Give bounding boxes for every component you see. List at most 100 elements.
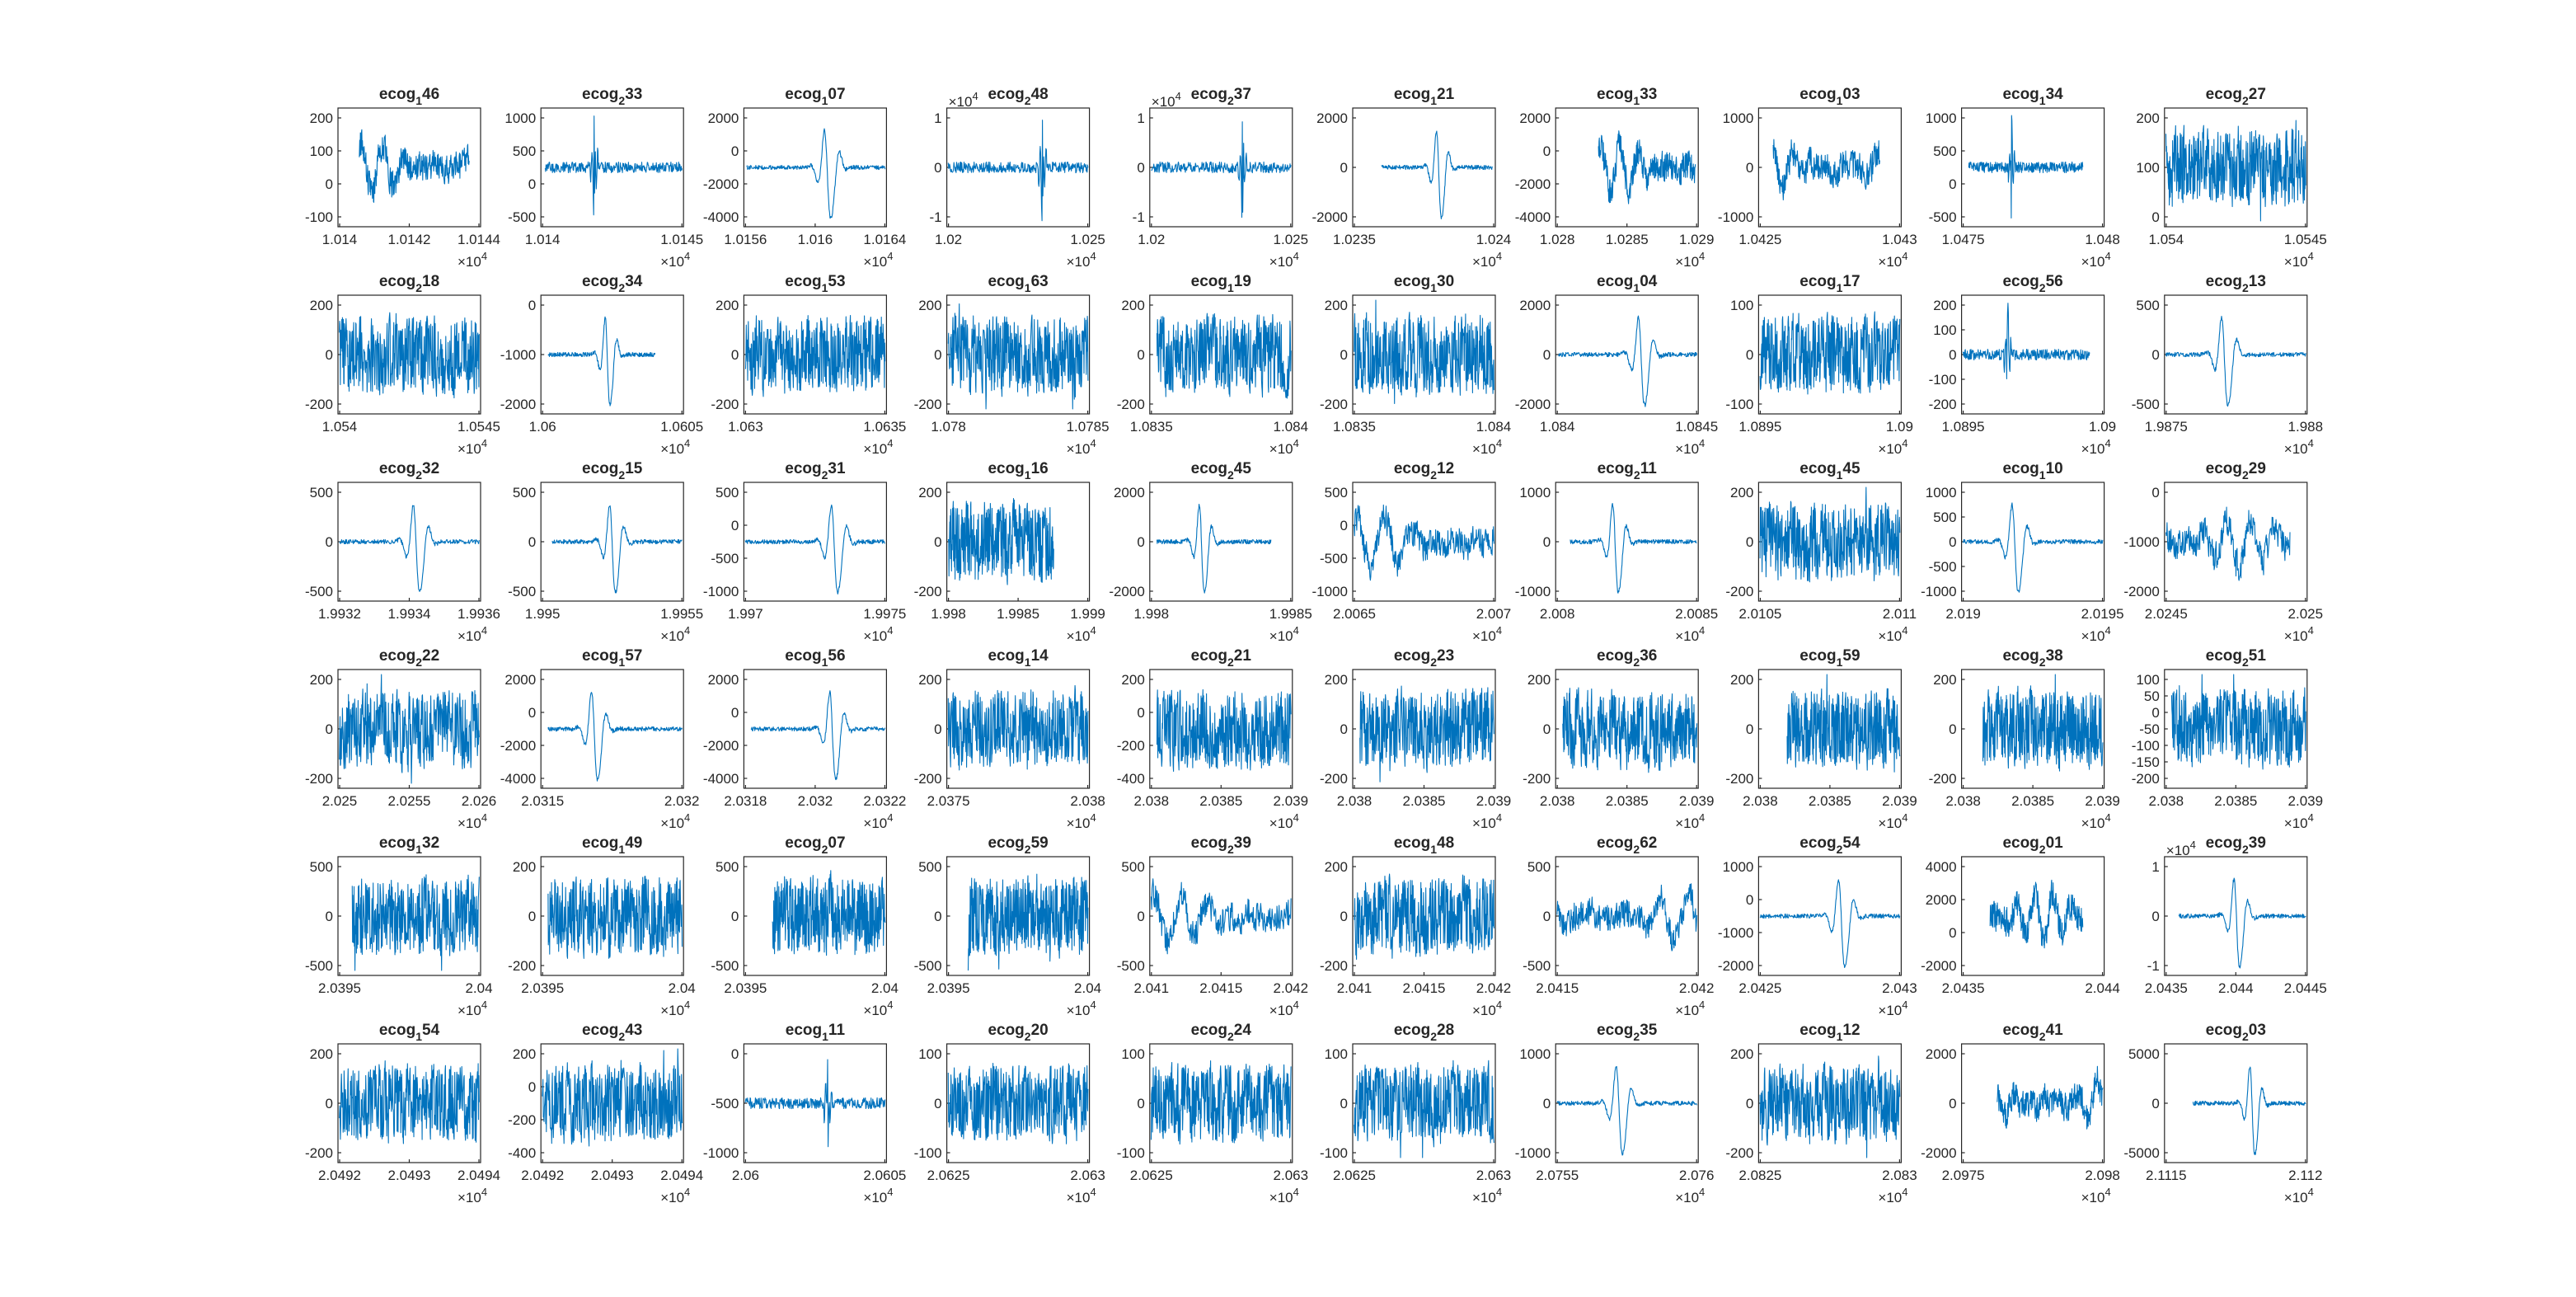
y-tick-label: 200 bbox=[310, 1046, 333, 1062]
y-tick-label: -100 bbox=[1929, 372, 1957, 388]
x-exponent-label: ×104 bbox=[2284, 250, 2314, 270]
subplot-title: ecog111 bbox=[786, 1022, 846, 1043]
x-exponent-power: 4 bbox=[1902, 250, 1907, 262]
y-tick-label: -200 bbox=[1523, 771, 1551, 787]
y-tick-label: 0 bbox=[934, 160, 941, 176]
signal-trace bbox=[744, 1059, 886, 1148]
x-exponent-base: ×10 bbox=[2284, 441, 2308, 457]
subplot-57: ecog235 -1000 0 1000 2.0755 2.076 ×104 bbox=[1515, 1022, 1715, 1205]
x-exponent-power: 4 bbox=[1496, 250, 1502, 262]
title-suffix: 36 bbox=[1640, 647, 1657, 665]
x-tick-label: 2.0105 bbox=[1738, 606, 1781, 622]
x-exponent-power: 4 bbox=[2308, 624, 2314, 637]
title-suffix: 48 bbox=[1031, 86, 1049, 103]
y-tick-label: 0 bbox=[1949, 1096, 1956, 1111]
y-tick-label: -150 bbox=[2132, 754, 2160, 770]
title-base: ecog bbox=[786, 1022, 822, 1039]
x-exponent-label: ×104 bbox=[1675, 999, 1705, 1018]
x-exponent-power: 4 bbox=[1090, 811, 1096, 824]
subplot-60: ecog203 -5000 0 5000 2.1115 2.112 ×104 bbox=[2123, 1022, 2322, 1205]
title-suffix: 03 bbox=[2249, 1022, 2266, 1039]
signal-trace bbox=[947, 303, 1089, 410]
x-exponent-power: 4 bbox=[887, 999, 893, 1011]
x-exponent-power: 4 bbox=[2308, 1186, 2314, 1198]
x-tick-label: 2.098 bbox=[2085, 1168, 2120, 1183]
y-tick-label: 100 bbox=[1325, 1046, 1348, 1062]
title-subscript: 2 bbox=[2242, 1030, 2249, 1043]
x-tick-label: 2.0435 bbox=[2145, 980, 2188, 996]
x-exponent-power: 4 bbox=[1699, 1186, 1705, 1198]
signal-trace bbox=[339, 312, 480, 399]
x-exponent-label: ×104 bbox=[863, 999, 893, 1018]
x-exponent-label: ×104 bbox=[2284, 811, 2314, 831]
axes-frame bbox=[1757, 107, 1902, 228]
x-exponent-base: ×10 bbox=[2081, 815, 2105, 831]
x-exponent-label: ×104 bbox=[1878, 999, 1907, 1018]
x-exponent-label: ×104 bbox=[2284, 1186, 2314, 1205]
y-tick-label: -200 bbox=[711, 397, 739, 412]
x-tick-label: 2.038 bbox=[1134, 793, 1170, 809]
title-base: ecog bbox=[379, 834, 415, 852]
title-base: ecog bbox=[1597, 1022, 1633, 1039]
title-suffix: 28 bbox=[1437, 1022, 1454, 1039]
y-tick-label: 0 bbox=[528, 534, 536, 550]
y-tick-label: 0 bbox=[1746, 892, 1753, 908]
x-tick-label: 2.025 bbox=[322, 793, 358, 809]
x-exponent-power: 4 bbox=[2308, 811, 2314, 824]
signal-trace bbox=[1598, 130, 1696, 204]
y-tick-label: 0 bbox=[1746, 534, 1753, 550]
x-tick-label: 2.042 bbox=[1476, 980, 1512, 996]
title-subscript: 1 bbox=[415, 1030, 422, 1043]
subplot-title: ecog224 bbox=[1191, 1022, 1252, 1043]
x-exponent-power: 4 bbox=[887, 811, 893, 824]
x-tick-label: 1.029 bbox=[1679, 232, 1715, 247]
x-exponent-label: ×104 bbox=[1472, 811, 1502, 831]
x-exponent-label: ×104 bbox=[863, 1186, 893, 1205]
y-tick-label: 2000 bbox=[1316, 110, 1348, 126]
y-tick-label: -200 bbox=[1725, 1145, 1753, 1161]
signal-trace bbox=[1556, 1065, 1698, 1156]
x-tick-label: 2.0415 bbox=[1536, 980, 1579, 996]
title-suffix: 49 bbox=[625, 834, 642, 852]
subplot-44: ecog259 -500 0 500 2.0395 2.04 ×104 bbox=[914, 834, 1102, 1018]
x-exponent-power: 4 bbox=[1090, 437, 1096, 449]
y-tick-label: 200 bbox=[1121, 298, 1144, 313]
x-tick-label: 2.039 bbox=[2085, 793, 2120, 809]
signal-trace bbox=[1786, 674, 1901, 773]
y-tick-label: 0 bbox=[1137, 347, 1144, 363]
x-tick-label: 1.988 bbox=[2288, 419, 2324, 435]
y-exponent-base: ×10 bbox=[1152, 94, 1175, 110]
y-tick-label: -500 bbox=[508, 209, 536, 225]
x-tick-label: 1.9985 bbox=[1269, 606, 1312, 622]
x-exponent-power: 4 bbox=[887, 1186, 893, 1198]
y-tick-label: 0 bbox=[731, 1046, 739, 1062]
x-tick-label: 2.0395 bbox=[927, 980, 970, 996]
x-exponent-label: ×104 bbox=[660, 999, 690, 1018]
x-exponent-base: ×10 bbox=[457, 815, 481, 831]
subplot-42: ecog149 -200 0 200 2.0395 2.04 ×104 bbox=[508, 834, 696, 1018]
x-exponent-label: ×104 bbox=[1472, 1186, 1502, 1205]
title-base: ecog bbox=[1597, 647, 1633, 665]
y-tick-label: -400 bbox=[508, 1145, 536, 1161]
x-exponent-power: 4 bbox=[2104, 437, 2110, 449]
title-suffix: 57 bbox=[625, 647, 642, 665]
x-exponent-label: ×104 bbox=[2081, 1186, 2111, 1205]
title-suffix: 39 bbox=[2249, 834, 2266, 852]
title-suffix: 34 bbox=[2046, 86, 2064, 103]
x-exponent-label: ×104 bbox=[1675, 1186, 1705, 1205]
y-tick-label: -200 bbox=[508, 1112, 536, 1128]
x-tick-label: 2.026 bbox=[462, 793, 497, 809]
y-tick-label: 0 bbox=[1340, 1096, 1348, 1111]
subplot-title: ecog236 bbox=[1597, 647, 1657, 669]
x-exponent-power: 4 bbox=[2104, 811, 2110, 824]
title-base: ecog bbox=[582, 460, 618, 477]
y-tick-label: 200 bbox=[310, 672, 333, 688]
y-tick-label: 0 bbox=[934, 534, 941, 550]
y-tick-label: -2000 bbox=[500, 738, 536, 754]
subplot-52: ecog243 -400 -200 0 200 2.0492 2.0493 2.0494 ×10… bbox=[508, 1022, 703, 1205]
subplot-7: ecog133 -4000 -2000 0 2000 1.028 1.0285 1.029 ×1… bbox=[1515, 86, 1715, 270]
title-base: ecog bbox=[1191, 460, 1227, 477]
x-exponent-label: ×104 bbox=[2284, 437, 2314, 457]
x-exponent-label: ×104 bbox=[1067, 811, 1096, 831]
x-exponent-label: ×104 bbox=[1269, 1186, 1299, 1205]
